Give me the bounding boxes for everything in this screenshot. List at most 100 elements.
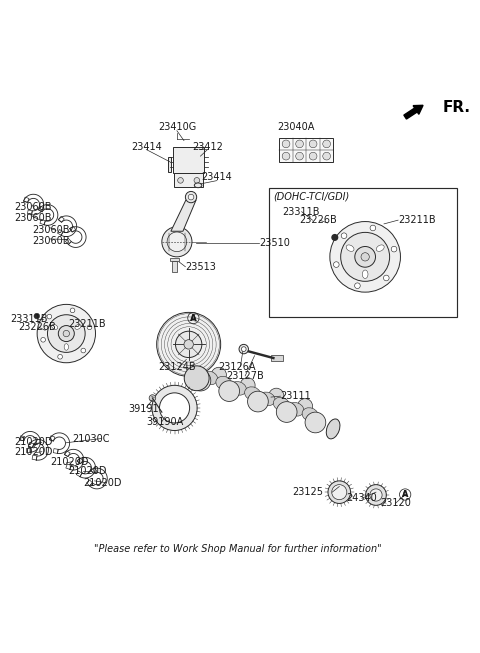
- Text: 23211B: 23211B: [69, 319, 106, 329]
- Ellipse shape: [326, 419, 340, 439]
- Text: A: A: [402, 490, 408, 499]
- Text: 23414: 23414: [202, 172, 232, 182]
- Circle shape: [156, 312, 221, 376]
- Circle shape: [48, 315, 85, 353]
- Circle shape: [366, 485, 386, 505]
- Circle shape: [384, 275, 389, 281]
- Text: 23414: 23414: [131, 142, 162, 151]
- Circle shape: [239, 344, 249, 354]
- Circle shape: [330, 221, 400, 292]
- Text: 23510: 23510: [259, 238, 290, 247]
- Circle shape: [194, 178, 200, 183]
- Text: 23060B: 23060B: [14, 202, 52, 212]
- Ellipse shape: [202, 371, 217, 385]
- Polygon shape: [171, 200, 196, 231]
- Circle shape: [282, 152, 290, 160]
- Text: 23410G: 23410G: [158, 122, 196, 132]
- Circle shape: [70, 308, 75, 313]
- Circle shape: [188, 194, 194, 200]
- Circle shape: [298, 398, 312, 414]
- Circle shape: [240, 377, 255, 393]
- Text: 23125: 23125: [292, 487, 323, 497]
- Bar: [174, 173, 203, 187]
- Text: "Please refer to Work Shop Manual for further information": "Please refer to Work Shop Manual for fu…: [94, 544, 382, 554]
- Ellipse shape: [230, 381, 246, 395]
- Text: 23120: 23120: [380, 498, 411, 509]
- Text: 23311B: 23311B: [282, 206, 320, 217]
- Circle shape: [309, 140, 317, 148]
- Circle shape: [58, 355, 62, 359]
- Circle shape: [276, 402, 297, 422]
- Circle shape: [341, 233, 347, 238]
- Circle shape: [370, 225, 376, 231]
- Text: 21030C: 21030C: [72, 434, 110, 443]
- Circle shape: [167, 232, 187, 251]
- Bar: [172, 261, 178, 272]
- Text: 23111: 23111: [280, 391, 311, 401]
- Circle shape: [305, 412, 326, 433]
- Ellipse shape: [52, 325, 58, 329]
- Circle shape: [178, 178, 183, 183]
- Circle shape: [211, 367, 227, 382]
- Circle shape: [63, 330, 70, 337]
- Ellipse shape: [216, 376, 232, 390]
- Text: 21020D: 21020D: [69, 466, 107, 477]
- Circle shape: [323, 140, 331, 148]
- Text: 23226B: 23226B: [299, 215, 337, 225]
- Circle shape: [248, 391, 268, 412]
- Circle shape: [332, 485, 347, 500]
- Text: 23060B: 23060B: [33, 225, 70, 234]
- Circle shape: [332, 234, 337, 240]
- Text: 39190A: 39190A: [146, 417, 183, 426]
- Text: 23040A: 23040A: [277, 122, 314, 132]
- Circle shape: [184, 340, 193, 349]
- FancyArrow shape: [404, 105, 423, 119]
- Bar: [271, 355, 283, 361]
- Circle shape: [391, 246, 397, 252]
- Circle shape: [149, 395, 156, 402]
- Text: (DOHC-TCI/GDI): (DOHC-TCI/GDI): [274, 191, 349, 201]
- Circle shape: [162, 227, 192, 257]
- Circle shape: [282, 140, 290, 148]
- Circle shape: [47, 314, 52, 319]
- Bar: [168, 157, 171, 172]
- Circle shape: [269, 388, 284, 404]
- Circle shape: [355, 246, 375, 267]
- Circle shape: [37, 304, 96, 362]
- Text: 21020D: 21020D: [50, 456, 88, 467]
- Text: 23060B: 23060B: [33, 236, 70, 246]
- Text: FR.: FR.: [443, 100, 471, 115]
- Circle shape: [355, 283, 360, 289]
- Circle shape: [41, 338, 46, 342]
- Circle shape: [185, 191, 197, 202]
- Circle shape: [323, 152, 331, 160]
- Circle shape: [152, 385, 197, 430]
- Ellipse shape: [274, 397, 289, 411]
- Ellipse shape: [362, 270, 368, 278]
- Text: A: A: [191, 313, 196, 323]
- Text: 23127B: 23127B: [226, 371, 264, 381]
- Text: A: A: [190, 313, 197, 323]
- Circle shape: [241, 347, 246, 351]
- Circle shape: [159, 393, 190, 423]
- Text: 23412: 23412: [192, 142, 223, 151]
- Circle shape: [328, 481, 350, 503]
- Ellipse shape: [75, 325, 81, 329]
- Text: 21020D: 21020D: [84, 478, 122, 488]
- Circle shape: [87, 325, 92, 330]
- Text: 23311B: 23311B: [10, 314, 48, 324]
- Ellipse shape: [194, 183, 202, 187]
- Circle shape: [341, 232, 390, 281]
- Circle shape: [176, 331, 202, 358]
- Text: 24340: 24340: [346, 493, 377, 503]
- Circle shape: [370, 489, 382, 501]
- Ellipse shape: [259, 392, 275, 406]
- Ellipse shape: [346, 245, 354, 251]
- Circle shape: [309, 152, 317, 160]
- Circle shape: [184, 366, 209, 390]
- Text: A: A: [402, 490, 408, 499]
- Text: 23226B: 23226B: [18, 322, 56, 332]
- Text: 23060B: 23060B: [14, 214, 52, 223]
- Circle shape: [190, 370, 211, 391]
- Circle shape: [81, 348, 85, 353]
